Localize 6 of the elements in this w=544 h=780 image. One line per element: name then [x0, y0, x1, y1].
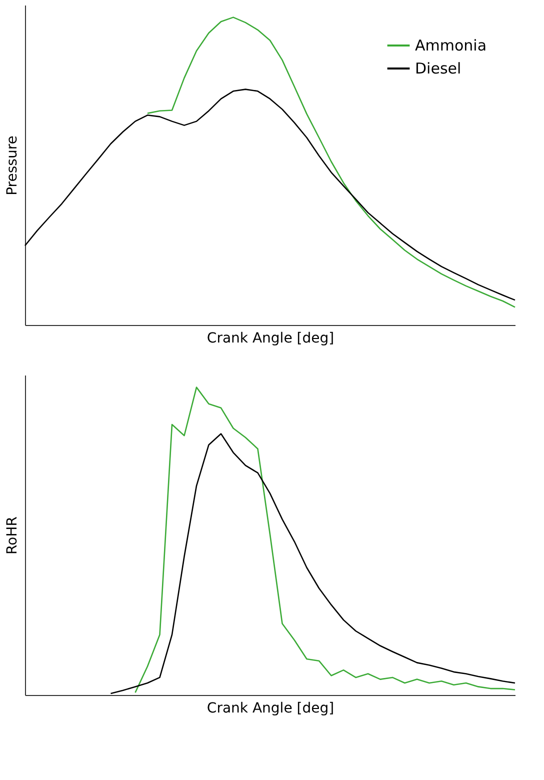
y-axis-title: RoHR	[4, 516, 20, 554]
x-axis-title: Crank Angle [deg]	[206, 700, 334, 716]
legend-label: Diesel	[415, 60, 462, 78]
y-axis-title: Pressure	[4, 136, 20, 196]
legend-label: Ammonia	[415, 36, 487, 54]
x-axis-title: Crank Angle [deg]	[206, 330, 334, 346]
